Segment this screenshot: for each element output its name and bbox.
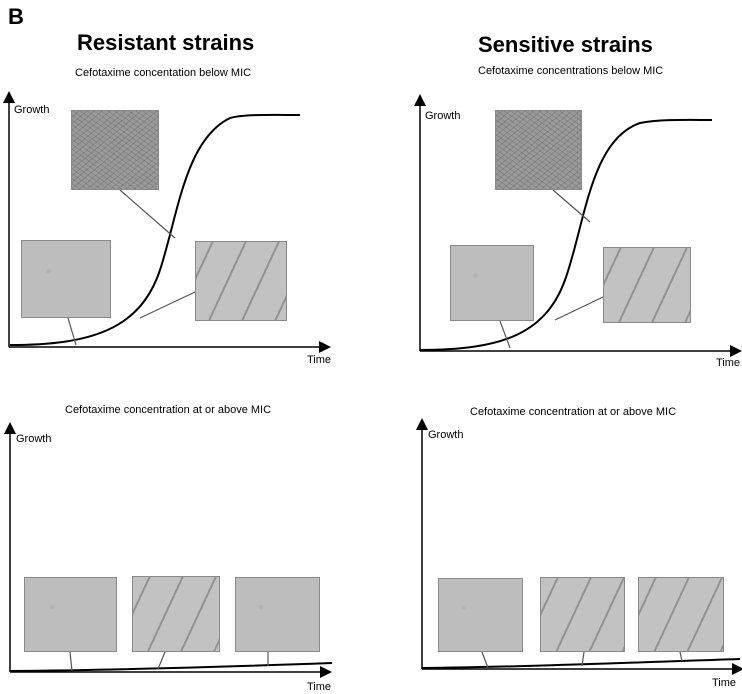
growth-curve-resistant-bottom xyxy=(9,662,333,672)
micrograph-single-cells xyxy=(438,578,523,652)
leader-line xyxy=(139,291,196,319)
micrograph-filaments xyxy=(195,241,287,321)
micrograph-dense-colony xyxy=(495,110,582,190)
leader-line xyxy=(69,651,73,672)
y-axis-label-resistant-top: Growth xyxy=(14,104,50,116)
growth-curve-resistant-top xyxy=(9,113,301,346)
y-axis-label-sensitive-bottom: Growth xyxy=(428,429,464,441)
micrograph-filaments xyxy=(638,577,724,652)
leader-line xyxy=(552,189,591,223)
resistant-bottom-subtitle: Cefotaxime concentration at or above MIC xyxy=(65,404,272,416)
micrograph-dense-colony xyxy=(71,110,159,190)
micrograph-filaments xyxy=(603,247,691,323)
sensitive-bottom-subtitle: Cefotaxime concentration at or above MIC xyxy=(470,406,677,418)
leader-line xyxy=(581,651,585,667)
growth-curve-sensitive-top xyxy=(419,118,713,351)
leader-line xyxy=(119,189,176,239)
micrograph-single-cells xyxy=(21,240,111,318)
leader-line xyxy=(157,651,166,670)
resistant-title: Resistant strains xyxy=(77,30,255,55)
leader-line xyxy=(554,296,604,321)
y-axis-label-sensitive-top: Growth xyxy=(425,110,461,122)
micrograph-filaments xyxy=(540,577,625,652)
leader-line xyxy=(67,317,77,346)
leader-line xyxy=(481,651,489,669)
sensitive-title: Sensitive strains xyxy=(478,32,653,57)
micrograph-single-cells xyxy=(24,577,117,652)
leader-line xyxy=(679,651,683,662)
micrograph-single-cells xyxy=(450,245,534,321)
sensitive-top-subtitle: Cefotaxime concentrations below MIC xyxy=(478,65,664,77)
resistant-top-subtitle: Cefotaxime concentation below MIC xyxy=(75,67,252,79)
growth-curve-sensitive-bottom xyxy=(421,658,741,669)
x-axis-label-sensitive-bottom: Time xyxy=(712,677,737,689)
y-axis-label-resistant-bottom: Growth xyxy=(16,433,52,445)
x-axis-label-resistant-top: Time xyxy=(307,354,332,366)
micrograph-single-cells xyxy=(235,577,320,652)
leader-line xyxy=(499,320,511,349)
panel-label: B xyxy=(8,4,24,29)
micrograph-filaments xyxy=(132,576,220,652)
x-axis-label-sensitive-top: Time xyxy=(716,357,741,369)
x-axis-label-resistant-bottom: Time xyxy=(307,681,332,693)
